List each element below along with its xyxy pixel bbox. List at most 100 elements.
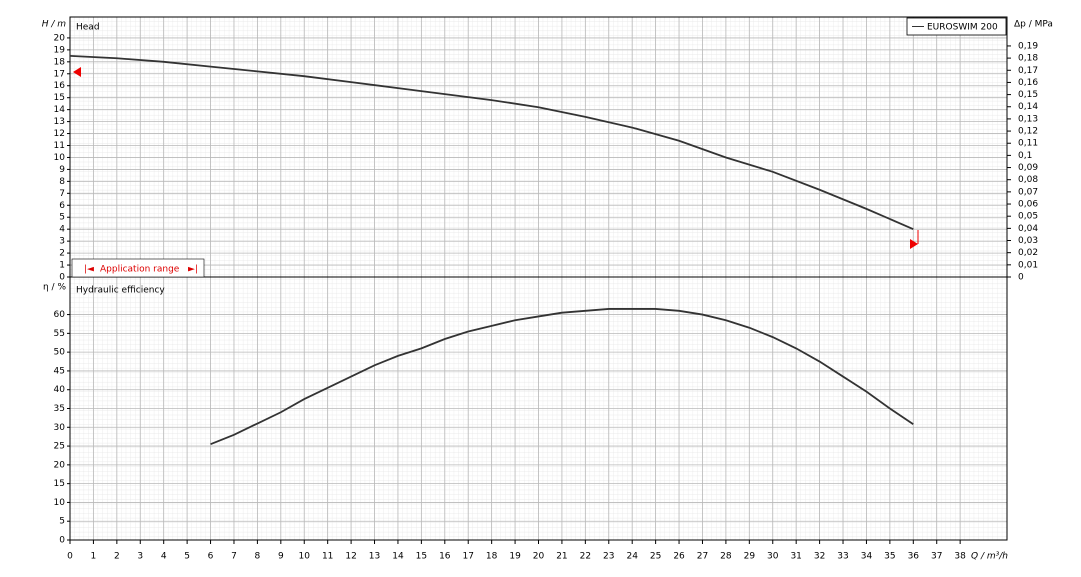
x-tick-label: 22 [580, 552, 591, 562]
x-tick-label: 2 [114, 552, 120, 562]
y2-label: Δp / MPa [1014, 20, 1053, 30]
x-tick-label: 6 [208, 552, 214, 562]
y2-tick-label: 0,05 [1018, 212, 1038, 222]
y-tick-label: 10 [54, 498, 66, 508]
line-series [69, 54, 914, 231]
y-tick-label: 2 [59, 249, 65, 259]
y-tick-label: 8 [59, 177, 65, 187]
x-tick-label: 15 [416, 552, 427, 562]
x-tick-label: 13 [369, 552, 380, 562]
y2-tick-label: 0,13 [1018, 114, 1038, 124]
range-arrow: ►| [188, 265, 198, 275]
y2-tick-label: 0,14 [1018, 102, 1038, 112]
x-tick-label: 7 [231, 552, 237, 562]
x-tick-label: 9 [278, 552, 284, 562]
x-tick-label: 0 [67, 552, 73, 562]
application-range-box [71, 258, 205, 278]
x-tick-label: 17 [462, 552, 473, 562]
y2-tick-label: 0,16 [1018, 78, 1038, 88]
y-tick-label: 4 [59, 225, 65, 235]
y-tick-label: 25 [54, 442, 65, 452]
y-tick-label: 20 [54, 460, 66, 470]
x-tick-label: 38 [954, 552, 966, 562]
x-tick-label: 19 [509, 552, 521, 562]
x-tick-label: 26 [673, 552, 685, 562]
y2-tick-label: 0,02 [1018, 248, 1038, 258]
y2-tick-label: 0,18 [1018, 54, 1038, 64]
x-tick-label: 35 [884, 552, 895, 562]
y-tick-label: 60 [54, 310, 66, 320]
x-tick-label: 5 [184, 552, 190, 562]
y2-tick-label: 0,01 [1018, 260, 1038, 270]
x-tick-label: 1 [91, 552, 97, 562]
y-tick-label: 9 [59, 165, 65, 175]
y-tick-label: 20 [54, 33, 66, 43]
y2-tick-label: 0,11 [1018, 139, 1038, 149]
y-tick-label: 3 [59, 237, 65, 247]
y2-tick-label: 0,04 [1018, 224, 1038, 234]
y-tick-label: 11 [54, 141, 65, 151]
y2-tick-label: 0,07 [1018, 187, 1038, 197]
x-tick-label: 14 [392, 552, 404, 562]
legend [906, 17, 1007, 36]
y-label: η / % [43, 283, 66, 293]
legend-label: EUROSWIM 200 [927, 23, 998, 33]
y-tick-label: 7 [59, 189, 65, 199]
panel-title: Hydraulic efficiency [76, 286, 165, 296]
y-tick-label: 1 [59, 261, 65, 271]
x-tick-label: 8 [255, 552, 261, 562]
y2-tick-label: 0,1 [1018, 151, 1032, 161]
y-tick-label: 5 [59, 213, 65, 223]
annotation: Application range [100, 265, 180, 275]
range-arrow: |◄ [84, 265, 94, 275]
x-tick-label: 25 [650, 552, 661, 562]
x-tick-label: 16 [439, 552, 451, 562]
x-tick-label: 21 [556, 552, 567, 562]
y-tick-label: 0 [59, 273, 65, 283]
y-tick-label: 18 [54, 57, 66, 67]
y-tick-label: 15 [54, 93, 65, 103]
x-tick-label: 37 [931, 552, 942, 562]
y2-tick-label: 0,08 [1018, 175, 1038, 185]
x-tick-label: 23 [603, 552, 614, 562]
y-tick-label: 19 [54, 45, 66, 55]
x-tick-label: 11 [322, 552, 333, 562]
y-tick-label: 5 [59, 517, 65, 527]
x-tick-label: 34 [861, 552, 873, 562]
x-tick-label: 29 [744, 552, 756, 562]
y-tick-label: 30 [54, 423, 66, 433]
y-tick-label: 13 [54, 117, 65, 127]
y-tick-label: 10 [54, 153, 66, 163]
y2-tick-label: 0 [1018, 273, 1024, 283]
x-tick-label: 28 [720, 552, 732, 562]
x-tick-label: 4 [161, 552, 167, 562]
panel-title: Head [76, 23, 100, 33]
x-label: Q / m³/h [971, 552, 1008, 562]
y2-tick-label: 0,17 [1018, 66, 1038, 76]
y2-tick-label: 0,03 [1018, 236, 1038, 246]
x-tick-label: 10 [299, 552, 311, 562]
y-tick-label: 14 [54, 105, 66, 115]
x-tick-label: 33 [837, 552, 848, 562]
y-tick-label: 6 [59, 201, 65, 211]
y-tick-label: 40 [54, 385, 66, 395]
x-tick-label: 31 [790, 552, 801, 562]
x-tick-label: 30 [767, 552, 779, 562]
y-tick-label: 16 [54, 81, 66, 91]
range-marker [910, 239, 918, 249]
y-tick-label: 15 [54, 479, 65, 489]
x-tick-label: 24 [626, 552, 638, 562]
y2-tick-label: 0,19 [1018, 41, 1038, 51]
x-tick-label: 36 [908, 552, 920, 562]
y-tick-label: 35 [54, 404, 65, 414]
y-tick-label: 0 [59, 536, 65, 546]
y2-tick-label: 0,12 [1018, 127, 1038, 137]
y-tick-label: 17 [54, 69, 65, 79]
y-tick-label: 55 [54, 329, 65, 339]
x-tick-label: 20 [533, 552, 545, 562]
x-tick-label: 12 [345, 552, 356, 562]
line-series [210, 308, 914, 446]
y-tick-label: 45 [54, 366, 65, 376]
y-tick-label: 50 [54, 348, 66, 358]
